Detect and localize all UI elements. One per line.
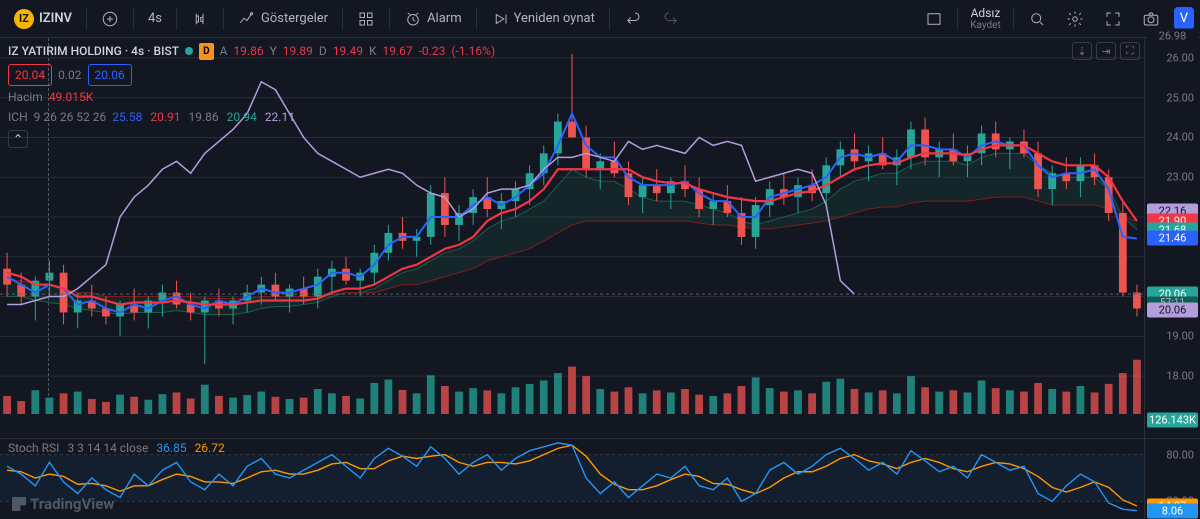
chart-legend: IZ YATIRIM HOLDING · 4s · BIST D A19.86 … (8, 42, 495, 148)
search-icon (1028, 10, 1046, 28)
chart-style-button[interactable] (183, 6, 217, 32)
top-toolbar: IZ IZINV 4s Göstergeler Alarm Yeniden oy… (0, 0, 1200, 38)
symbol-name: IZINV (39, 11, 72, 26)
rsi-tag: 8.06 (1147, 503, 1198, 518)
change-abs: -0.23 (419, 42, 446, 60)
price-tick: 23.00 (1166, 171, 1194, 184)
symbol-picker[interactable]: IZ IZINV (6, 5, 80, 33)
stoch-rsi-legend: Stoch RSI 3 3 14 14 close 36.85 26.72 (8, 441, 225, 455)
price-tick: 24.00 (1166, 131, 1194, 144)
templates-button[interactable] (349, 6, 383, 32)
rsi-tick: 80.00 (1166, 448, 1194, 461)
price-tag: 20.06 (1147, 303, 1198, 318)
fullscreen-button[interactable] (1096, 6, 1130, 32)
add-button[interactable] (93, 6, 127, 32)
ichimoku-legend: ICH 9 26 26 52 26 25.5820.9119.8620.9422… (8, 108, 495, 126)
camera-icon (1142, 10, 1160, 28)
status-dot-icon (185, 47, 193, 55)
publish-button[interactable]: V (1174, 7, 1194, 30)
volume-label: Hacim (8, 88, 43, 106)
volume-tag: 126.143K (1147, 413, 1198, 428)
price-tick: 18.00 (1166, 370, 1194, 383)
grid-icon (357, 10, 375, 28)
price-tag: 21.46 (1147, 231, 1198, 246)
price-pane[interactable]: ⇣ ⇥ ⛶ IZ YATIRIM HOLDING · 4s · BIST D A… (0, 38, 1144, 396)
ask-price[interactable]: 20.06 (88, 64, 132, 86)
scroll-down-button[interactable]: ⇣ (1072, 42, 1092, 60)
volume-chart-svg (0, 358, 1144, 414)
plus-icon (101, 10, 119, 28)
collapse-legend-button[interactable]: ⌃ (8, 130, 28, 148)
gear-icon (1066, 10, 1084, 28)
maximize-pane-button[interactable]: ⛶ (1120, 42, 1140, 60)
save-layout-button[interactable]: Adsız Kaydet (964, 6, 1007, 31)
alarm-icon (404, 10, 422, 28)
symbol-badge-icon: IZ (14, 9, 34, 29)
search-button[interactable] (1020, 6, 1054, 32)
stoch-rsi-pane[interactable]: Stoch RSI 3 3 14 14 close 36.85 26.72 (0, 438, 1144, 516)
volume-value: 49.015K (49, 88, 93, 106)
layout-icon (925, 10, 943, 28)
indicators-icon (238, 10, 256, 28)
layout-button[interactable] (917, 6, 951, 32)
spread: 0.02 (58, 66, 81, 84)
indicators-button[interactable]: Göstergeler (230, 6, 336, 32)
replay-button[interactable]: Yeniden oynat (483, 6, 603, 32)
price-tick: 26.00 (1166, 51, 1194, 64)
bid-price[interactable]: 20.04 (8, 64, 52, 86)
candles-icon (191, 10, 209, 28)
delay-badge: D (199, 43, 214, 60)
redo-icon (662, 10, 680, 28)
fullscreen-icon (1104, 10, 1122, 28)
undo-button[interactable] (616, 6, 650, 32)
change-pct: (-1.16%) (451, 42, 495, 60)
scroll-end-button[interactable]: ⇥ (1096, 42, 1116, 60)
undo-icon (624, 10, 642, 28)
instrument-title: IZ YATIRIM HOLDING · 4s · BIST (8, 42, 179, 60)
alarm-button[interactable]: Alarm (396, 6, 470, 32)
price-tick: 19.00 (1166, 330, 1194, 343)
price-axis[interactable]: 26.0025.0024.0023.0019.0018.0022.1621.90… (1144, 38, 1200, 519)
volume-pane[interactable] (0, 358, 1144, 414)
tradingview-logo: TradingView (12, 495, 114, 513)
replay-icon (491, 10, 509, 28)
overflow-price: 26.98 (1147, 29, 1198, 44)
price-tick: 25.00 (1166, 91, 1194, 104)
chart-area[interactable]: ⇣ ⇥ ⛶ IZ YATIRIM HOLDING · 4s · BIST D A… (0, 38, 1144, 519)
interval-picker[interactable]: 4s (140, 7, 170, 30)
redo-button[interactable] (654, 6, 688, 32)
settings-button[interactable] (1058, 6, 1092, 32)
